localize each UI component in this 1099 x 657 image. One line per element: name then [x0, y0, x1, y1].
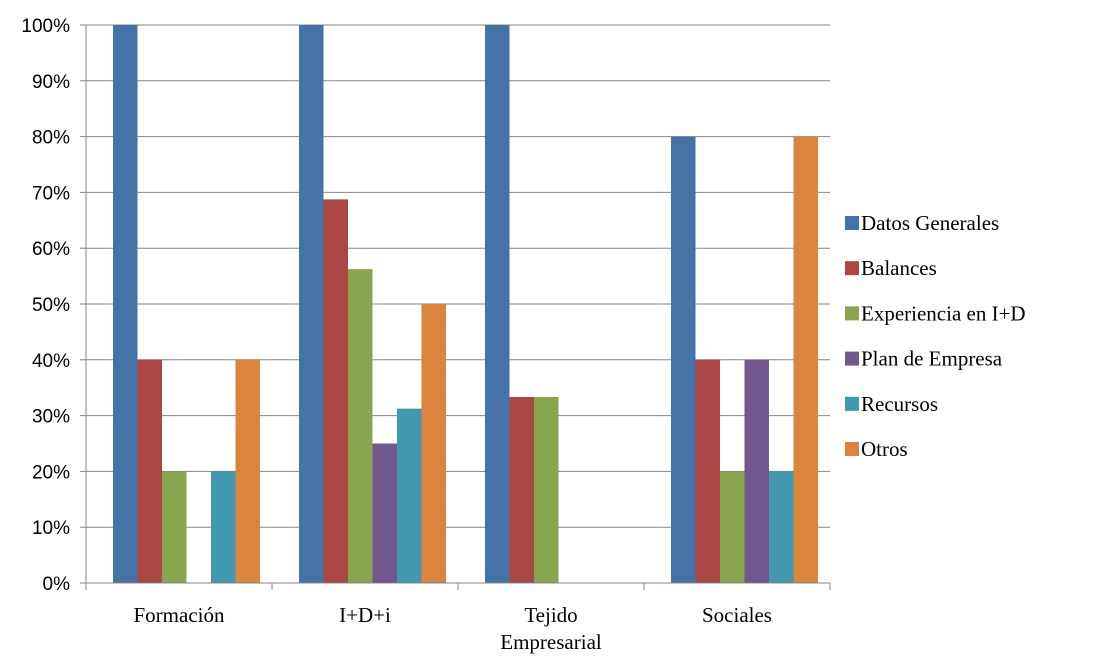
- x-axis-ticks: Formación I+D+i Tejido Empresarial Sociales: [134, 603, 772, 654]
- legend-swatch: [845, 216, 859, 230]
- bar: [372, 443, 397, 583]
- legend-swatch: [845, 396, 859, 411]
- y-tick-label: 60%: [32, 239, 70, 260]
- bar: [671, 136, 696, 583]
- bar: [509, 397, 534, 583]
- y-tick-label: 80%: [32, 128, 70, 149]
- y-tick-label: 30%: [32, 407, 70, 428]
- legend: Datos Generales Balances Experiencia en I+…: [845, 211, 1026, 461]
- legend-label: Experiencia en I+D: [861, 301, 1026, 325]
- legend-swatch: [845, 261, 859, 276]
- legend-swatch: [845, 306, 859, 321]
- bar: [323, 199, 348, 583]
- bar: [348, 269, 373, 583]
- x-tick-label: Sociales: [702, 603, 772, 627]
- x-tick-label: Empresarial: [500, 630, 602, 654]
- axes: [80, 24, 831, 590]
- bar: [769, 471, 794, 583]
- bar: [744, 359, 769, 583]
- y-tick-label: 70%: [32, 183, 70, 204]
- bar: [397, 408, 422, 583]
- bar: [485, 25, 510, 583]
- bar: [421, 304, 446, 583]
- legend-swatch: [845, 442, 859, 456]
- y-tick-label: 100%: [21, 16, 70, 37]
- bar: [235, 359, 260, 583]
- legend-label: Otros: [861, 437, 908, 461]
- grid-lines: [86, 24, 830, 528]
- y-tick-label: 0%: [43, 574, 71, 595]
- x-tick-label: Formación: [134, 603, 225, 627]
- y-tick-label: 20%: [32, 462, 70, 483]
- bar: [137, 359, 162, 583]
- legend-label: Balances: [861, 256, 937, 280]
- bar: [299, 25, 324, 583]
- bar: [695, 359, 720, 583]
- y-tick-label: 10%: [32, 518, 70, 539]
- bar: [211, 471, 236, 583]
- x-tick-label: Tejido: [524, 603, 577, 627]
- legend-swatch: [845, 351, 859, 366]
- bars: [113, 25, 818, 583]
- bar: [162, 471, 187, 583]
- y-tick-label: 40%: [32, 351, 70, 372]
- bar: [113, 25, 138, 583]
- legend-label: Plan de Empresa: [861, 347, 1003, 371]
- legend-label: Datos Generales: [861, 211, 999, 235]
- bar: [534, 397, 559, 583]
- y-tick-label: 90%: [32, 72, 70, 93]
- bar: [720, 471, 745, 583]
- y-tick-label: 50%: [32, 295, 70, 316]
- legend-label: Recursos: [861, 392, 938, 416]
- y-axis-ticks: 0% 10% 20% 30% 40% 50% 60% 70% 80% 90% 100%: [21, 16, 70, 595]
- bar: [793, 136, 818, 583]
- x-tick-label: I+D+i: [339, 603, 391, 627]
